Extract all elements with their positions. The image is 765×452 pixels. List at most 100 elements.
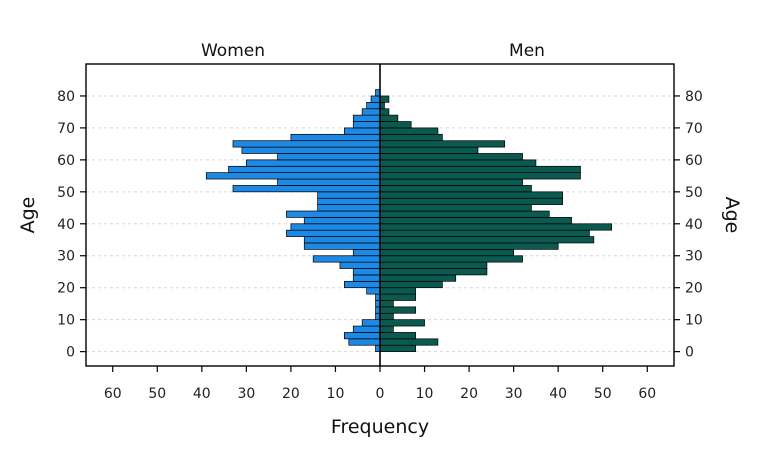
x-tick-label-right-60: 60 xyxy=(638,386,656,402)
women-bar-46 xyxy=(317,197,381,205)
y-tick-label-left-40: 40 xyxy=(57,217,75,233)
y-tick-label-left-0: 0 xyxy=(66,345,75,361)
men-bar-6 xyxy=(379,325,394,333)
men-bar-58 xyxy=(379,159,537,167)
x-tick-label-right-10: 10 xyxy=(416,386,434,402)
men-bar-28 xyxy=(379,255,523,263)
men-bar-34 xyxy=(379,236,595,244)
men-bar-64 xyxy=(379,140,506,148)
women-bar-68 xyxy=(344,127,381,135)
axis-ticks: 0 0 10 10 20 20 30 30 40 40 50 50 60 60 70 70 80 80 60 50 40… xyxy=(57,89,703,402)
men-bar-62 xyxy=(379,146,479,154)
women-bar-74 xyxy=(361,108,381,116)
group-label-men: Men xyxy=(509,41,545,61)
women-bar-6 xyxy=(352,325,381,333)
men-bar-18 xyxy=(379,287,416,295)
men-bar-72 xyxy=(379,114,399,122)
x-tick-label-left-50: 50 xyxy=(148,386,166,402)
men-bar-48 xyxy=(379,191,563,199)
x-tick-label-left-40: 40 xyxy=(193,386,211,402)
men-bar-10 xyxy=(379,312,394,321)
women-bar-36 xyxy=(286,229,381,237)
women-bar-32 xyxy=(303,242,381,250)
men-bar-74 xyxy=(379,108,390,116)
y-tick-label-right-60: 60 xyxy=(685,153,703,169)
men-bar-26 xyxy=(379,261,488,269)
y-axis-title-right: Age xyxy=(721,197,743,234)
x-tick-label-right-50: 50 xyxy=(594,386,612,402)
men-bar-50 xyxy=(379,185,532,193)
men-bar-68 xyxy=(379,127,439,135)
women-bar-58 xyxy=(246,159,381,167)
y-tick-label-left-80: 80 xyxy=(57,89,75,105)
men-bar-44 xyxy=(379,204,532,212)
y-tick-label-right-80: 80 xyxy=(685,89,703,105)
women-bar-76 xyxy=(366,101,381,110)
women-bar-22 xyxy=(352,274,381,282)
women-bar-48 xyxy=(317,191,381,199)
women-bar-38 xyxy=(290,223,381,231)
men-bar-22 xyxy=(379,274,457,282)
x-axis-title: Frequency xyxy=(331,416,429,438)
men-bar-66 xyxy=(379,133,443,142)
women-bar-70 xyxy=(352,121,381,129)
men-bar-70 xyxy=(379,121,412,129)
women-bar-44 xyxy=(317,204,381,212)
women-bar-54 xyxy=(205,172,381,180)
men-bar-12 xyxy=(379,306,416,314)
men-bar-78 xyxy=(379,95,390,103)
x-tick-label-right-20: 20 xyxy=(460,386,478,402)
y-tick-label-left-50: 50 xyxy=(57,185,75,201)
y-tick-label-right-20: 20 xyxy=(685,281,703,297)
x-tick-label-left-60: 60 xyxy=(104,386,122,402)
men-bar-4 xyxy=(379,332,416,340)
men-bar-8 xyxy=(379,319,425,327)
women-bar-50 xyxy=(232,185,381,193)
women-bar-42 xyxy=(286,210,381,218)
y-tick-label-left-30: 30 xyxy=(57,249,75,265)
men-bar-16 xyxy=(379,293,416,301)
women-bar-4 xyxy=(344,332,381,340)
men-bar-0 xyxy=(379,344,416,352)
y-tick-label-right-0: 0 xyxy=(685,345,694,361)
women-bar-62 xyxy=(241,146,381,154)
men-bar-24 xyxy=(379,268,488,276)
x-tick-label-left-20: 20 xyxy=(282,386,300,402)
group-label-women: Women xyxy=(201,41,265,61)
men-bar-14 xyxy=(379,300,394,308)
x-tick-label-left-10: 10 xyxy=(327,386,345,402)
y-tick-label-right-70: 70 xyxy=(685,121,703,137)
women-bar-40 xyxy=(303,217,381,225)
men-bar-38 xyxy=(379,223,612,231)
men-bar-56 xyxy=(379,165,581,174)
x-tick-label-left-30: 30 xyxy=(237,386,255,402)
men-bar-36 xyxy=(379,229,590,237)
women-bar-56 xyxy=(228,165,381,174)
y-tick-label-right-30: 30 xyxy=(685,249,703,265)
men-bar-32 xyxy=(379,242,559,250)
y-axis-title-left: Age xyxy=(17,197,39,234)
y-tick-label-left-20: 20 xyxy=(57,281,75,297)
women-bar-30 xyxy=(352,249,381,257)
women-bar-52 xyxy=(277,178,381,186)
women-bar-8 xyxy=(361,319,381,327)
y-tick-label-left-10: 10 xyxy=(57,313,75,329)
women-bar-26 xyxy=(339,261,381,269)
men-bar-30 xyxy=(379,249,514,257)
men-bar-46 xyxy=(379,197,563,205)
women-bar-20 xyxy=(344,280,381,289)
women-bar-2 xyxy=(348,338,381,346)
y-tick-label-left-60: 60 xyxy=(57,153,75,169)
women-bar-66 xyxy=(290,133,381,142)
women-bar-28 xyxy=(312,255,381,263)
men-bar-2 xyxy=(379,338,439,346)
x-tick-label-center-0: 0 xyxy=(376,386,385,402)
men-bar-42 xyxy=(379,210,550,218)
women-bar-60 xyxy=(277,153,381,161)
men-bar-52 xyxy=(379,178,523,186)
y-tick-label-left-70: 70 xyxy=(57,121,75,137)
men-bar-20 xyxy=(379,280,443,289)
men-bar-60 xyxy=(379,153,523,161)
women-bar-78 xyxy=(370,95,381,103)
women-bar-34 xyxy=(303,236,381,244)
